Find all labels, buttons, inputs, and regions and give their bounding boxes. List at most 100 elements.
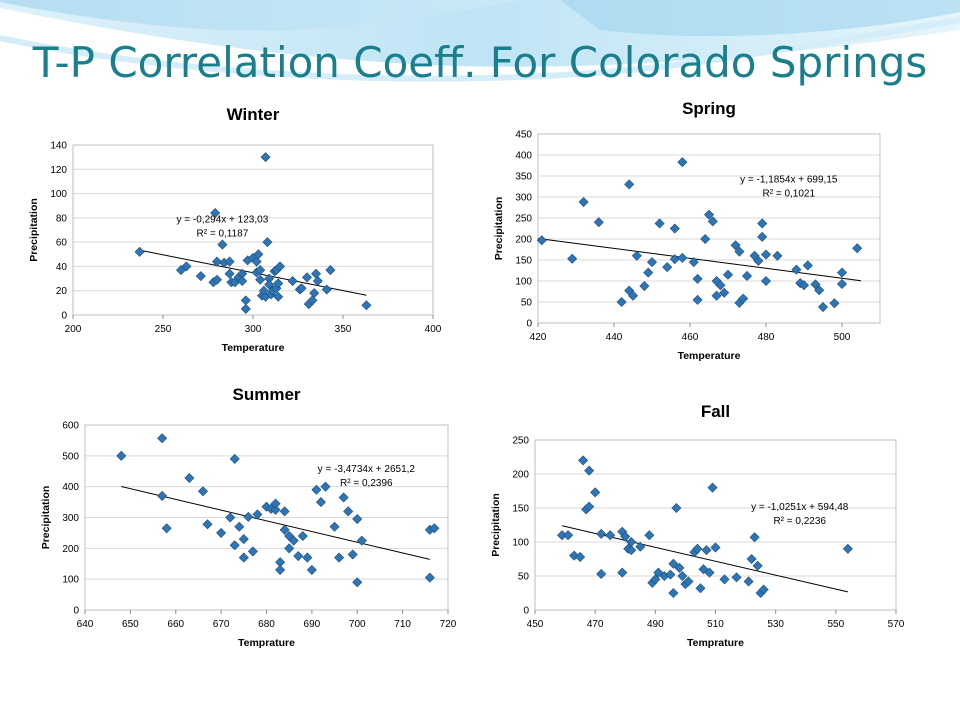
data-point [757, 218, 768, 229]
y-tick-label: 0 [61, 311, 67, 322]
x-tick-label: 450 [527, 619, 544, 630]
data-point [644, 530, 655, 541]
x-axis-label: Temprature [687, 637, 744, 649]
data-point [626, 536, 637, 548]
data-point [202, 519, 213, 530]
data-point [695, 583, 706, 594]
data-point [309, 288, 320, 299]
data-point [584, 465, 595, 476]
data-point [321, 284, 332, 295]
data-point [255, 274, 266, 285]
data-point [225, 512, 236, 523]
trendline [121, 486, 430, 560]
y-tick-label: 40 [56, 262, 68, 273]
chart-title: Spring [682, 99, 736, 118]
y-tick-label: 500 [62, 451, 79, 462]
data-point [654, 218, 665, 229]
data-point [238, 552, 249, 563]
y-axis-label: Precipitation [490, 493, 502, 557]
data-point [240, 303, 251, 314]
plot-area [534, 439, 897, 611]
x-tick-label: 250 [155, 324, 172, 335]
data-point [836, 267, 848, 278]
data-point [738, 293, 749, 304]
data-point [692, 273, 703, 284]
data-point [593, 217, 604, 228]
data-point [288, 535, 299, 546]
data-point [329, 521, 340, 532]
chart-title: Winter [227, 105, 280, 124]
data-point [715, 280, 726, 291]
data-point [578, 197, 589, 208]
data-point [307, 295, 318, 306]
x-tick-label: 720 [440, 619, 457, 630]
data-point [703, 209, 715, 220]
data-point [273, 278, 284, 289]
data-point [197, 486, 208, 497]
data-point [731, 572, 742, 583]
data-point [211, 256, 223, 267]
data-point [343, 506, 354, 517]
y-tick-label: 100 [50, 189, 67, 200]
data-point [757, 231, 768, 242]
data-point [683, 576, 694, 587]
x-tick-label: 690 [304, 619, 321, 630]
x-tick-label: 200 [65, 324, 82, 335]
x-tick-label: 530 [767, 619, 784, 630]
y-tick-label: 50 [518, 572, 530, 583]
y-tick-label: 300 [62, 513, 79, 524]
data-point [134, 246, 145, 257]
data-point [184, 473, 195, 484]
data-point [758, 584, 769, 595]
y-tick-label: 150 [512, 504, 529, 515]
y-tick-label: 150 [515, 256, 532, 267]
y-tick-label: 400 [62, 482, 79, 493]
y-tick-label: 100 [512, 538, 529, 549]
x-tick-label: 640 [77, 619, 94, 630]
y-tick-label: 350 [515, 172, 532, 183]
y-axis-label: Precipitation [493, 197, 505, 261]
data-point [817, 302, 829, 313]
data-point [273, 291, 284, 302]
data-point [617, 567, 628, 578]
data-point [224, 268, 235, 279]
data-point [297, 530, 308, 542]
data-point [753, 255, 764, 266]
data-point [270, 504, 281, 515]
slide-title: T-P Correlation Coeff. For Colorado Spri… [32, 38, 928, 87]
y-tick-label: 300 [515, 193, 532, 204]
data-point [798, 280, 810, 291]
data-point [311, 484, 322, 495]
x-tick-label: 460 [682, 332, 699, 343]
y-tick-label: 400 [515, 151, 532, 162]
y-axis-label: Precipitation [40, 486, 52, 550]
data-point [296, 283, 307, 294]
y-tick-label: 0 [73, 606, 79, 617]
x-axis-label: Temperature [222, 342, 285, 354]
x-tick-label: 660 [167, 619, 184, 630]
data-point [710, 542, 721, 553]
data-point [334, 552, 345, 563]
y-tick-label: 120 [50, 165, 67, 176]
chart-title: Fall [701, 402, 730, 421]
y-tick-label: 100 [62, 575, 79, 586]
y-tick-label: 20 [56, 286, 68, 297]
data-point [626, 545, 637, 556]
plot-area [72, 144, 434, 316]
plot-area [537, 133, 881, 324]
data-point [668, 587, 679, 599]
data-point [275, 564, 286, 575]
y-tick-label: 450 [515, 130, 532, 141]
data-point [157, 433, 168, 444]
data-point [665, 569, 676, 580]
trendline-r2: R² = 0,2236 [773, 516, 826, 527]
data-point [251, 256, 262, 267]
data-point [707, 482, 718, 493]
data-point [624, 179, 635, 190]
data-point [711, 290, 722, 301]
data-point [772, 250, 783, 261]
x-tick-label: 700 [349, 619, 366, 630]
data-point [240, 295, 251, 306]
data-point [216, 527, 227, 538]
